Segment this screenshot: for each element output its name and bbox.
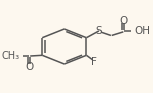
- Text: S: S: [96, 26, 102, 36]
- Text: OH: OH: [134, 26, 150, 36]
- Text: O: O: [120, 16, 128, 26]
- Text: F: F: [91, 57, 97, 67]
- Text: O: O: [25, 62, 34, 72]
- Text: CH₃: CH₃: [2, 51, 20, 61]
